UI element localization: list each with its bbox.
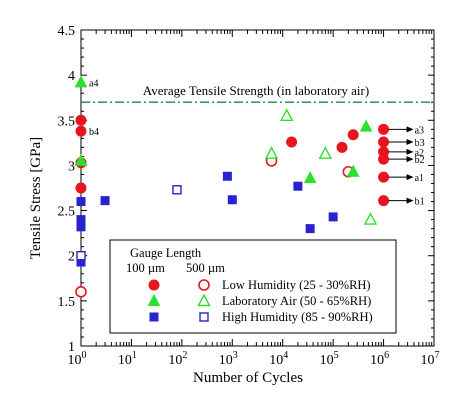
legend-label: High Humidity (85 - 90%RH) bbox=[222, 310, 373, 324]
data-point-circle-filled bbox=[286, 136, 298, 148]
x-axis-title: Number of Cycles bbox=[193, 370, 303, 386]
legend-marker-open bbox=[199, 312, 209, 322]
legend-col-header: 100 µm bbox=[126, 261, 165, 275]
data-point-triangle-open bbox=[264, 146, 279, 159]
data-point-circle-open bbox=[75, 286, 87, 298]
runout-arrow-head bbox=[406, 156, 414, 163]
data-point-square-open bbox=[172, 185, 182, 195]
x-tick-label: 106 bbox=[370, 350, 389, 368]
runout-label: b2 bbox=[415, 155, 425, 166]
legend-marker-filled bbox=[149, 312, 159, 322]
data-point-triangle-filled bbox=[346, 164, 360, 177]
annotation-label: b4 bbox=[89, 127, 99, 138]
runout-label: a2 bbox=[415, 148, 424, 159]
legend-marker-filled bbox=[148, 279, 160, 291]
runout-label: b3 bbox=[415, 138, 425, 149]
x-tick-label: 104 bbox=[269, 350, 288, 368]
annotation-label: a4 bbox=[89, 78, 98, 89]
x-tick-label: 102 bbox=[168, 350, 187, 368]
runout-arrow-head bbox=[406, 148, 414, 155]
data-point-circle-filled bbox=[378, 171, 390, 183]
data-point-circle-filled bbox=[75, 114, 87, 126]
legend-label: Laboratory Air (50 - 65%RH) bbox=[222, 294, 371, 308]
data-point-square-filled bbox=[328, 212, 338, 222]
data-point-triangle-filled bbox=[359, 119, 373, 132]
data-point-circle-filled bbox=[75, 182, 87, 194]
data-point-triangle-filled bbox=[303, 170, 317, 184]
x-tick-label: 101 bbox=[118, 350, 137, 368]
legend-col-header: 500 µm bbox=[186, 261, 225, 275]
data-point-square-filled bbox=[305, 224, 315, 234]
y-tick-label: 1 bbox=[68, 340, 75, 355]
data-point-square-filled bbox=[227, 195, 237, 205]
data-point-square-filled bbox=[293, 181, 303, 191]
data-point-circle-filled bbox=[378, 136, 390, 148]
data-point-square-filled bbox=[76, 197, 86, 207]
x-tick-label: 105 bbox=[320, 350, 339, 368]
y-tick-label: 4 bbox=[68, 69, 75, 84]
runout-label: a1 bbox=[415, 173, 424, 184]
data-point-square-open bbox=[76, 251, 86, 261]
y-tick-label: 2 bbox=[68, 250, 75, 265]
y-tick-label: 1.5 bbox=[58, 295, 76, 310]
data-point-circle-filled bbox=[347, 129, 359, 141]
runout-arrow-head bbox=[406, 197, 414, 204]
data-point-triangle-open bbox=[363, 212, 378, 225]
runout-arrow-head bbox=[406, 174, 414, 181]
data-point-square-filled bbox=[222, 171, 232, 181]
runout-label: b1 bbox=[415, 197, 425, 208]
x-tick-label: 107 bbox=[421, 350, 440, 368]
data-point-circle-filled bbox=[378, 153, 390, 165]
y-tick-label: 2.5 bbox=[58, 205, 76, 220]
data-point-circle-filled bbox=[378, 123, 390, 135]
legend-label: Low Humidity (25 - 30%RH) bbox=[222, 278, 371, 292]
legend-marker-open bbox=[197, 293, 211, 307]
y-axis-title: Tensile Stress [GPa] bbox=[28, 137, 44, 259]
x-tick-label: 103 bbox=[219, 350, 238, 368]
y-tick-label: 3 bbox=[68, 159, 75, 174]
data-point-square-filled bbox=[100, 196, 110, 206]
data-point-triangle-open bbox=[280, 108, 294, 121]
runout-arrow-head bbox=[406, 138, 414, 145]
y-tick-label: 4.5 bbox=[58, 24, 76, 39]
data-point-circle-filled bbox=[378, 195, 390, 207]
data-point-circle-filled bbox=[336, 141, 348, 153]
data-point-circle-filled bbox=[75, 125, 87, 137]
data-point-triangle-open bbox=[318, 146, 332, 159]
legend-marker-filled bbox=[147, 293, 161, 306]
data-point-triangle-filled bbox=[74, 153, 88, 166]
reference-line-label: Average Tensile Strength (in laboratory … bbox=[143, 83, 369, 98]
legend-title: Gauge Length bbox=[130, 246, 202, 260]
data-point-square-filled bbox=[76, 222, 86, 232]
legend-marker-open bbox=[198, 279, 210, 291]
y-tick-label: 3.5 bbox=[58, 114, 76, 129]
runout-arrow-head bbox=[406, 126, 414, 133]
runout-label: a3 bbox=[415, 125, 424, 136]
x-tick-label: 100 bbox=[68, 350, 87, 368]
data-point-triangle-filled bbox=[74, 75, 88, 88]
